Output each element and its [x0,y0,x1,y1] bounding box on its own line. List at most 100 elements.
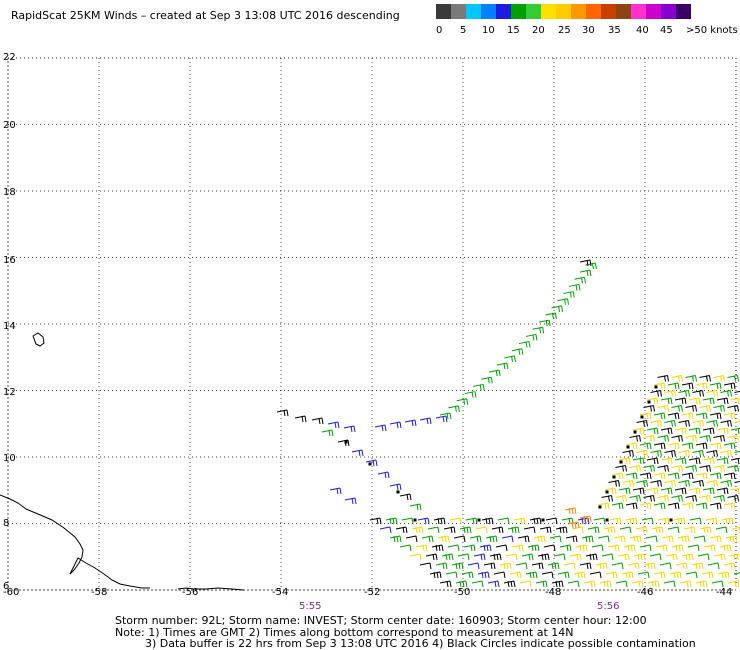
wind-barb [653,502,666,510]
colorbar-segment [601,4,616,19]
wind-barb [657,517,670,525]
wind-barb [692,450,704,457]
wind-barb [653,412,666,420]
wind-barb [629,435,641,442]
y-tick-label: 20 [3,120,16,131]
wind-barb [706,420,718,427]
wind-barb [665,553,678,561]
wind-barb [685,375,697,382]
wind-barb [409,553,422,561]
y-tick-label: 8 [3,518,10,529]
wind-barb [449,517,462,525]
wind-barb [489,369,501,377]
wind-barb [702,427,715,435]
colorbar-label: 30 [582,25,595,36]
wind-barb [657,465,669,472]
wind-barb [421,535,434,543]
wind-barb [681,412,694,420]
wind-barb [605,571,618,579]
wind-barb [657,495,669,502]
wind-barb [701,571,714,579]
wind-barb [657,435,669,442]
colorbar-segment [511,4,526,19]
wind-barb [411,526,424,534]
wind-barb [557,571,570,579]
wind-barb [567,580,580,588]
wind-barb [573,571,586,579]
wind-barb [437,535,450,543]
wind-barb [431,544,444,552]
wind-barb [505,553,518,561]
wind-barb [603,526,616,534]
wind-barb [719,544,732,552]
wind-barb [595,562,608,570]
wind-barb [678,480,690,487]
wind-barb [563,291,575,298]
wind-barb [699,435,711,442]
wind-barb [713,375,725,382]
wind-barb [653,382,666,390]
wind-barb [459,526,472,534]
contamination-marker [477,518,481,522]
wind-barb [435,415,448,423]
wind-barb [631,580,644,588]
coastline-south-america [0,494,150,589]
wind-barb [435,562,448,570]
wind-barb [650,480,662,487]
wind-barb [523,526,536,534]
wind-barb [409,503,422,511]
colorbar-segment [496,4,511,19]
wind-barb [663,580,676,588]
wind-barb [509,571,522,579]
wind-barb [487,580,500,588]
wind-barb [667,442,680,450]
wind-barb [650,450,662,457]
wind-barb [553,553,566,561]
wind-barb [671,405,683,412]
wind-barb [709,442,722,450]
wind-barb [379,526,392,534]
wind-barb [669,571,682,579]
wind-barb [720,420,732,427]
wind-barb [688,487,701,495]
wind-barb [519,580,532,588]
wind-barb [645,535,658,543]
wind-barb [618,487,631,495]
wind-barb [641,517,654,525]
wind-barb [294,415,307,423]
wind-barb [395,526,408,534]
wind-barb [653,442,666,450]
wind-barb [671,375,683,382]
wind-barb [623,544,636,552]
wind-barb [579,259,592,267]
wind-barb [568,283,581,291]
wind-barb [405,535,418,543]
wind-barb [671,435,683,442]
x-tick-label: -44 [716,587,733,598]
colorbar-segment [436,4,451,19]
wind-barb [685,495,697,502]
wind-barb [448,405,460,412]
wind-barb [618,457,631,465]
wind-barb [703,544,716,552]
contamination-marker [612,475,616,479]
wind-barb [389,483,402,491]
wind-barb [511,544,524,552]
wind-barb [685,435,697,442]
contamination-marker [598,505,602,509]
wind-barb [646,397,659,405]
wind-barb [709,472,722,480]
wind-barb [695,472,708,480]
note-line-1: Storm number: 92L; Storm name: INVEST; S… [115,614,647,627]
wind-barb [692,390,704,397]
wind-barb [477,571,490,579]
wind-barb [699,465,711,472]
wind-barb [597,535,610,543]
wind-barb [415,544,428,552]
wind-barb [589,571,602,579]
wind-barb [685,405,697,412]
wind-barb [427,526,440,534]
wind-barb [688,397,701,405]
wind-barb [504,355,516,362]
wind-barb [327,421,340,429]
